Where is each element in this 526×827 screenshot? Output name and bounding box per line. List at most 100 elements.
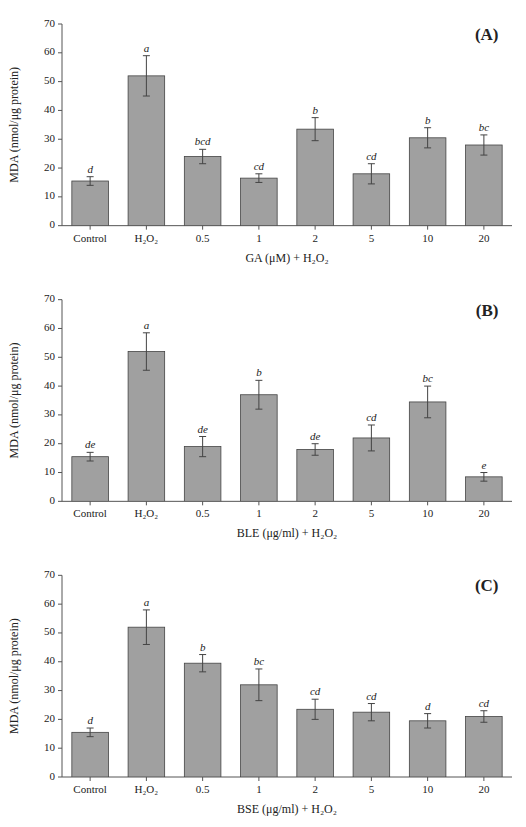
x-tick <box>202 501 203 505</box>
bar <box>128 627 165 777</box>
significance-label: de <box>310 430 321 442</box>
x-tick <box>258 226 259 230</box>
y-axis-label: MDA (nmol/μg protein) <box>7 618 21 734</box>
x-tick <box>90 777 91 781</box>
panel: 010203040506070deadebdecdbceControlH₂O₂0… <box>7 292 512 540</box>
error-bar <box>143 56 150 96</box>
error-cap <box>480 722 487 723</box>
error-cap <box>143 55 150 56</box>
error-line <box>146 56 147 96</box>
error-line <box>146 610 147 645</box>
error-line <box>427 386 428 418</box>
marks <box>72 610 502 777</box>
error-cap <box>87 185 94 186</box>
y-tick-label: 10 <box>44 189 56 201</box>
x-tick-label: 2 <box>312 783 318 795</box>
x-tick <box>315 501 316 505</box>
error-cap <box>480 710 487 711</box>
significance-label: cd <box>254 160 265 172</box>
panel: 010203040506070dabcdcdbcdbbcControlH₂O₂0… <box>7 17 512 265</box>
bar <box>241 395 278 502</box>
y-tick-label: 60 <box>44 321 56 333</box>
y-tick <box>58 196 62 197</box>
error-cap <box>480 481 487 482</box>
error-bar <box>368 704 375 721</box>
error-cap <box>199 671 206 672</box>
error-line <box>315 699 316 719</box>
x-tick-label: 20 <box>478 507 490 519</box>
error-bar <box>255 380 262 409</box>
bar <box>72 732 109 777</box>
error-bar <box>312 118 319 141</box>
y-tick-label: 20 <box>44 712 56 724</box>
error-cap <box>424 728 431 729</box>
error-cap <box>87 461 94 462</box>
error-line <box>371 425 372 451</box>
error-bar <box>368 164 375 184</box>
x-tick-label: Control <box>73 507 107 519</box>
error-line <box>90 452 91 461</box>
error-bar <box>143 610 150 645</box>
significance-label: bc <box>422 372 433 384</box>
error-line <box>371 164 372 184</box>
x-tick <box>427 777 428 781</box>
error-bar <box>480 473 487 482</box>
error-bar <box>368 425 375 451</box>
x-tick <box>483 501 484 505</box>
error-bar <box>424 714 431 728</box>
bar <box>128 76 165 226</box>
x-tick <box>371 501 372 505</box>
error-cap <box>368 703 375 704</box>
x-axis-label: BLE (μg/ml) + H₂O₂ <box>237 526 338 540</box>
error-cap <box>424 417 431 418</box>
error-cap <box>255 173 262 174</box>
error-cap <box>368 183 375 184</box>
x-tick-label: Control <box>73 232 107 244</box>
error-cap <box>255 409 262 410</box>
y-tick-label: 0 <box>50 218 56 230</box>
error-cap <box>424 386 431 387</box>
error-line <box>202 655 203 672</box>
x-tick-label: 0.5 <box>196 507 210 519</box>
x-tick <box>90 226 91 230</box>
panel-label: (B) <box>476 301 499 320</box>
significance-label: de <box>85 438 96 450</box>
error-cap <box>368 424 375 425</box>
error-cap <box>424 147 431 148</box>
error-line <box>315 118 316 141</box>
significance-label: bc <box>254 655 265 667</box>
x-tick <box>146 777 147 781</box>
x-tick <box>427 501 428 505</box>
error-bar <box>199 149 206 163</box>
error-cap <box>255 380 262 381</box>
error-cap <box>480 155 487 156</box>
y-tick-label: 70 <box>44 17 56 29</box>
y-tick-label: 0 <box>50 494 56 506</box>
error-cap <box>312 117 319 118</box>
y-tick <box>58 24 62 25</box>
x-tick <box>258 777 259 781</box>
y-tick <box>58 777 62 778</box>
error-line <box>483 473 484 482</box>
error-line <box>371 704 372 721</box>
y-tick-label: 40 <box>44 103 56 115</box>
x-tick-label: 10 <box>422 507 434 519</box>
error-cap <box>480 472 487 473</box>
significance-label: bc <box>479 121 490 133</box>
y-axis-label: MDA (nmol/μg protein) <box>7 67 21 183</box>
x-tick-label: 5 <box>369 507 375 519</box>
significance-label: b <box>312 104 318 116</box>
significance-label: cd <box>366 150 377 162</box>
error-bar <box>199 655 206 672</box>
x-tick <box>483 777 484 781</box>
y-tick-label: 70 <box>44 568 56 580</box>
x-axis-label: GA (μM) + H₂O₂ <box>245 251 328 265</box>
x-tick <box>146 501 147 505</box>
error-line <box>258 174 259 183</box>
error-bar <box>424 128 431 148</box>
error-cap <box>312 699 319 700</box>
y-tick <box>58 110 62 111</box>
y-tick-label: 30 <box>44 407 56 419</box>
y-tick-label: 0 <box>50 770 56 782</box>
significance-label: cd <box>479 697 490 709</box>
